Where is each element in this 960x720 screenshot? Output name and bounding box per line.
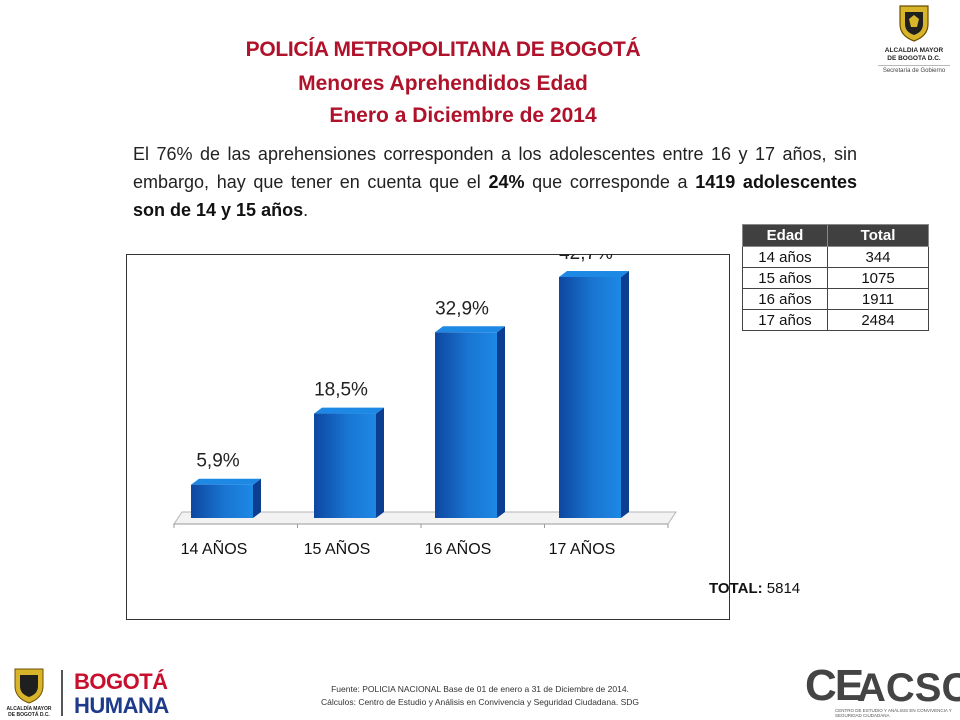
chart-data-label: 5,9% <box>196 451 239 472</box>
coat-of-arms-icon <box>899 5 929 42</box>
table-row: 17 años 2484 <box>742 309 929 331</box>
age-table-header: Edad Total <box>742 224 929 247</box>
chart-bar-top <box>191 478 261 485</box>
alcaldia-secretaria: Secretaría de Gobierno <box>878 65 950 74</box>
table-row: 15 años 1075 <box>742 267 929 289</box>
bl-separator <box>61 670 63 716</box>
chart-bar-side <box>253 478 261 518</box>
chart-tick-label: 15 AÑOS <box>304 538 371 558</box>
chart-tick-label: 14 AÑOS <box>181 538 248 558</box>
page-subtitle: Menores Aprehendidos Edad <box>298 72 588 95</box>
total-value: 5814 <box>766 580 801 597</box>
para-end: . <box>303 200 309 220</box>
chart-bars <box>191 270 629 518</box>
bar-chart: 5,9% 18,5% 32,9% 42,7% 14 AÑOS 15 AÑOS 16 AÑO… <box>173 254 677 558</box>
bl-alcaldia-text: ALCALDÍA MAYOR DE BOGOTÁ D.C. <box>6 706 52 718</box>
ceacsc-brand-b: ACSC <box>857 666 960 710</box>
alcaldia-logo: ALCALDIA MAYOR DE BOGOTA D.C. Secretaría… <box>872 2 956 86</box>
chart-bar-front <box>191 484 253 518</box>
chart-data-label: 32,9% <box>435 298 489 319</box>
total-summary: TOTAL: 5814 <box>709 580 800 597</box>
calc-note: Cálculos: Centro de Estudio y Análisis e… <box>321 697 639 707</box>
table-cell-age: 14 años <box>742 246 828 268</box>
para-text-1: El 76% de las aprehensiones corresponden… <box>133 144 857 192</box>
chart-bar-side <box>497 326 505 518</box>
chart-bar <box>191 478 261 518</box>
chart-data-label: 42,7% <box>559 254 613 264</box>
bl-brand-line2: HUMANA <box>74 693 169 718</box>
total-col-header: Total <box>827 224 929 247</box>
chart-tick-labels: 14 AÑOS 15 AÑOS 16 AÑOS 17 AÑOS <box>181 538 616 558</box>
table-row: 14 años 344 <box>742 246 929 268</box>
chart-tick-label: 17 AÑOS <box>549 538 616 558</box>
table-row: 16 años 1911 <box>742 288 929 310</box>
alcaldia-line2: DE BOGOTA D.C. <box>887 55 941 62</box>
bogota-humana-logo: ALCALDÍA MAYOR DE BOGOTÁ D.C. BOGOTÁ HUM… <box>6 664 169 720</box>
table-cell-age: 15 años <box>742 267 828 289</box>
source-note: Fuente: POLICIA NACIONAL Base de 01 de e… <box>331 684 629 694</box>
chart-floor <box>173 511 677 528</box>
chart-bar <box>314 407 384 518</box>
chart-data-label: 18,5% <box>314 380 368 401</box>
table-cell-total: 1075 <box>827 267 929 289</box>
para-pct: 24% <box>488 172 525 192</box>
ceacsc-tagline: CENTRO DE ESTUDIO Y ANÁLISIS EN CONVIVEN… <box>835 708 952 718</box>
chart-frame <box>126 254 730 620</box>
chart-bar-front <box>435 332 497 518</box>
chart-bar-top <box>435 326 505 333</box>
table-cell-total: 2484 <box>827 309 929 331</box>
chart-bar-side <box>621 270 629 518</box>
chart-bar <box>435 326 505 518</box>
chart-data-labels: 5,9% 18,5% 32,9% 42,7% <box>196 254 613 472</box>
chart-bar-front <box>314 413 376 518</box>
table-cell-age: 16 años <box>742 288 828 310</box>
page-period: Enero a Diciembre de 2014 <box>329 104 597 127</box>
ceacsc-brand-a: CE <box>805 661 864 710</box>
chart-tick-label: 16 AÑOS <box>425 538 492 558</box>
age-table: Edad Total 14 años 344 15 años 1075 16 a… <box>742 224 929 331</box>
age-col-header: Edad <box>742 224 828 247</box>
chart-bar-front <box>559 276 621 518</box>
chart-bar-top <box>559 270 629 277</box>
table-cell-age: 17 años <box>742 309 828 331</box>
chart-bar-top <box>314 407 384 414</box>
para-text-2: que corresponde a <box>524 172 696 192</box>
coat-of-arms-small-icon <box>14 668 44 704</box>
table-cell-total: 344 <box>827 246 929 268</box>
chart-bar-side <box>376 407 384 518</box>
para-bold-end: 1419 adolescentes son de 14 y 15 años <box>133 172 857 220</box>
page-title: POLICÍA METROPOLITANA DE BOGOTÁ <box>245 38 641 61</box>
chart-bar <box>559 270 629 518</box>
bl-brand-line1: BOGOTÁ <box>74 669 168 694</box>
alcaldia-line1: ALCALDIA MAYOR <box>884 47 944 54</box>
total-label: TOTAL: <box>709 580 763 597</box>
ceacsc-logo: CE ACSC CENTRO DE ESTUDIO Y ANÁLISIS EN … <box>805 658 960 719</box>
summary-paragraph: El 76% de las aprehensiones corresponden… <box>133 140 857 224</box>
table-cell-total: 1911 <box>827 288 929 310</box>
